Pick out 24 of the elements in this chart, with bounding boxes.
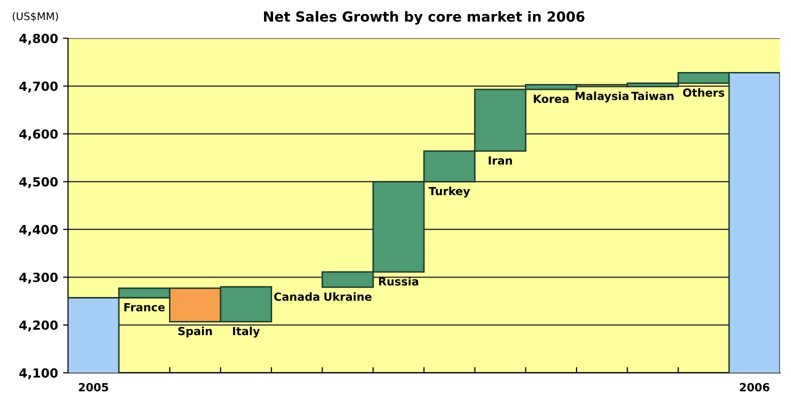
x-tick-label: Korea	[534, 94, 569, 104]
y-tick-label: 4,800	[19, 34, 58, 45]
y-tick-label: 4,100	[19, 368, 58, 380]
x-tick-label: 2005	[78, 383, 108, 392]
y-tick-label: 4,200	[19, 320, 58, 332]
y-tick-label: 4,600	[19, 129, 58, 140]
x-tick-label: Taiwan	[631, 92, 674, 100]
y-tick-label: 4,500	[19, 177, 58, 188]
chart-title: Net Sales Growth by core market in 2006	[264, 11, 584, 25]
x-tick-label: France	[124, 303, 165, 312]
x-tick-label: Malaysia	[576, 92, 628, 102]
x-tick-label: Turkey	[428, 186, 470, 198]
y-axis-title: (US$MM)	[12, 12, 58, 22]
x-tick-label: Ukraine	[324, 292, 372, 301]
x-tick-label: Russia	[379, 276, 418, 286]
y-tick-label: 4,700	[19, 82, 58, 93]
x-tick-label: 2006	[740, 383, 770, 392]
y-tick-label: 4,400	[19, 224, 58, 236]
x-tick-label: Canada	[274, 292, 320, 301]
x-tick-label: Iran	[488, 156, 512, 165]
x-tick-label: Spain	[178, 326, 212, 338]
x-tick-label: Others	[683, 88, 724, 97]
x-tick-label: Italy	[233, 326, 260, 338]
y-tick-label: 4,300	[19, 272, 58, 284]
